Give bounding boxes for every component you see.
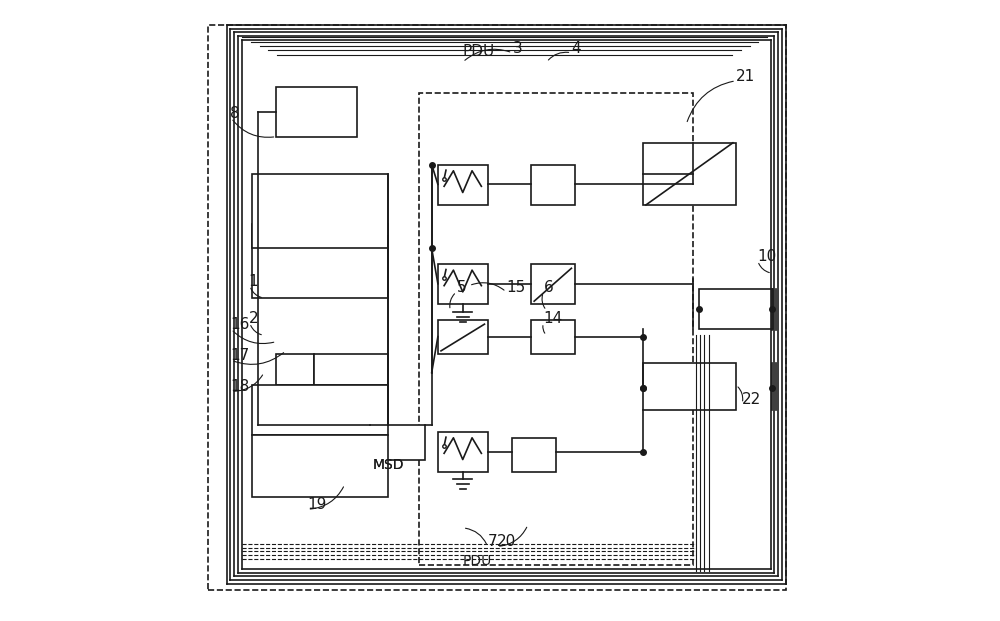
- FancyArrowPatch shape: [542, 294, 545, 308]
- FancyArrowPatch shape: [233, 331, 274, 343]
- FancyArrowPatch shape: [310, 487, 343, 509]
- FancyArrowPatch shape: [465, 528, 486, 544]
- Text: 20: 20: [497, 535, 516, 550]
- Bar: [438, 320, 488, 354]
- FancyArrowPatch shape: [548, 52, 569, 60]
- Bar: [643, 363, 736, 410]
- Bar: [512, 438, 556, 472]
- FancyArrowPatch shape: [233, 120, 274, 137]
- Text: 15: 15: [506, 280, 525, 295]
- Bar: [699, 289, 773, 329]
- Text: 4: 4: [571, 41, 581, 56]
- Bar: [419, 93, 693, 565]
- Text: PDU: PDU: [463, 44, 495, 59]
- Bar: [252, 385, 388, 435]
- Bar: [531, 320, 575, 354]
- Text: 7: 7: [488, 535, 497, 550]
- Text: 18: 18: [230, 379, 249, 394]
- Bar: [252, 435, 388, 497]
- Text: 2: 2: [248, 311, 258, 326]
- Text: MSD: MSD: [373, 458, 404, 472]
- FancyArrowPatch shape: [450, 294, 455, 308]
- FancyArrowPatch shape: [251, 325, 261, 335]
- Bar: [252, 224, 388, 298]
- Text: 3: 3: [512, 41, 522, 56]
- Text: 6: 6: [543, 280, 553, 295]
- Text: 21: 21: [736, 69, 755, 84]
- Text: 5: 5: [457, 280, 466, 295]
- Text: 10: 10: [758, 249, 777, 264]
- Text: MSD: MSD: [373, 458, 404, 472]
- Bar: [531, 264, 575, 304]
- FancyArrowPatch shape: [234, 353, 284, 365]
- Text: 16: 16: [230, 317, 249, 332]
- Bar: [370, 425, 425, 460]
- Bar: [276, 87, 357, 137]
- FancyArrowPatch shape: [500, 527, 527, 546]
- FancyArrowPatch shape: [465, 49, 510, 60]
- Bar: [438, 264, 488, 304]
- Bar: [438, 432, 488, 472]
- FancyArrowPatch shape: [759, 263, 769, 273]
- Text: 1: 1: [248, 274, 258, 289]
- Bar: [314, 354, 388, 385]
- FancyArrowPatch shape: [543, 325, 545, 333]
- Bar: [438, 165, 488, 205]
- FancyArrowPatch shape: [251, 288, 261, 297]
- Bar: [531, 165, 575, 205]
- Text: 17: 17: [230, 348, 249, 363]
- FancyArrowPatch shape: [687, 81, 733, 122]
- Text: 8: 8: [230, 106, 239, 121]
- FancyArrowPatch shape: [234, 375, 263, 391]
- Bar: [276, 354, 314, 385]
- Text: 22: 22: [742, 392, 761, 407]
- FancyArrowPatch shape: [738, 387, 743, 401]
- Bar: [643, 143, 736, 205]
- Text: 19: 19: [307, 497, 327, 512]
- Text: PDU: PDU: [463, 554, 492, 568]
- Text: 14: 14: [543, 311, 563, 326]
- FancyArrowPatch shape: [472, 283, 504, 290]
- Bar: [252, 174, 388, 248]
